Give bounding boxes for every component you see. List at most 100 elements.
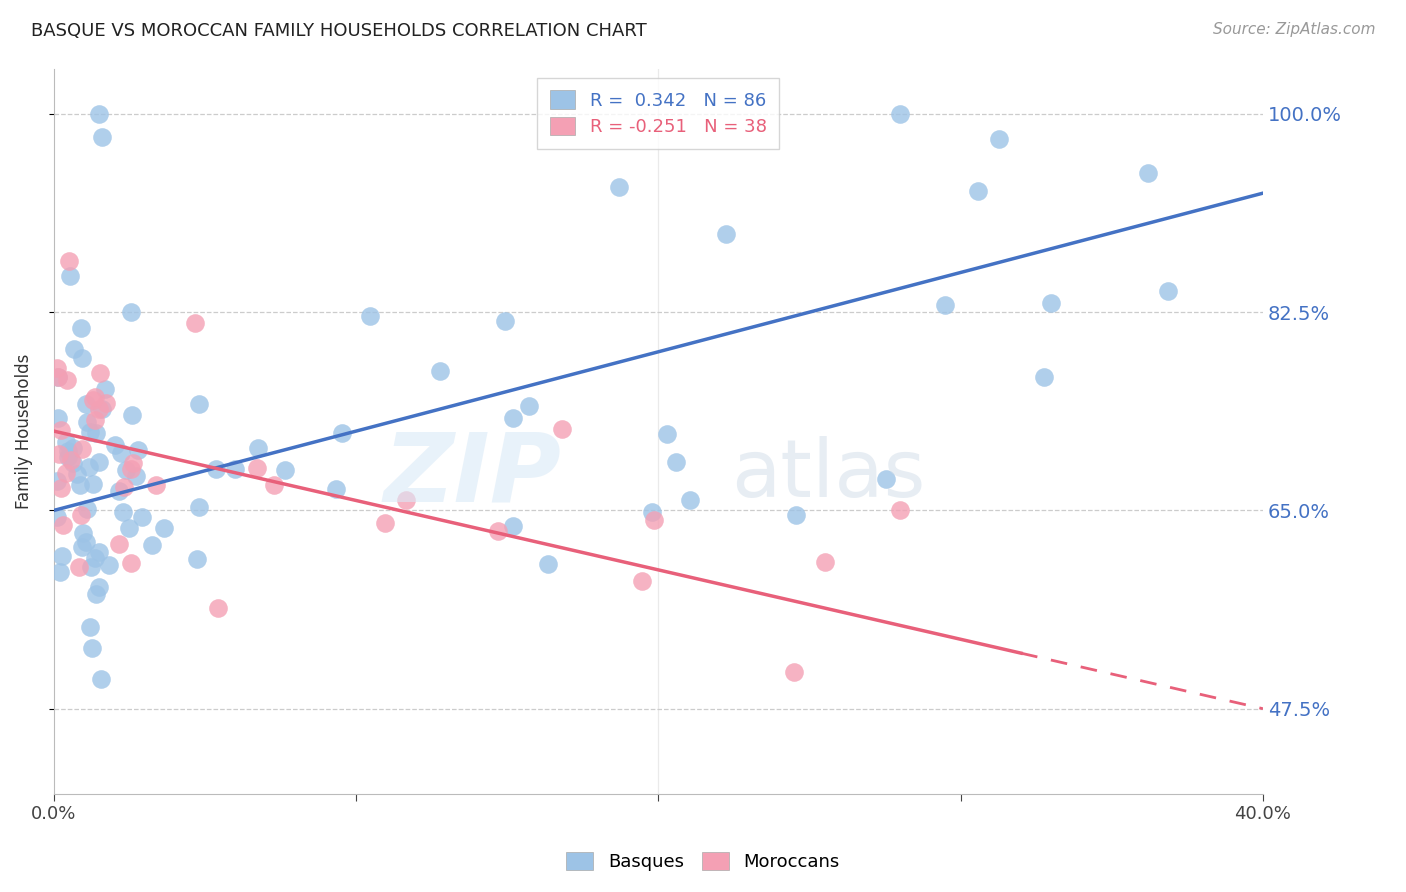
Point — [120, 462, 142, 476]
Point — [49, 481, 72, 495]
Point — [643, 513, 665, 527]
Point — [45, 361, 67, 376]
Point — [62, 456, 84, 470]
Point — [79, 425, 101, 439]
Point — [1040, 295, 1063, 310]
Text: Source: ZipAtlas.com: Source: ZipAtlas.com — [1212, 22, 1375, 37]
Point — [77, 460, 100, 475]
Point — [1033, 370, 1056, 384]
Legend: Basques, Moroccans: Basques, Moroccans — [560, 845, 846, 879]
Point — [111, 505, 134, 519]
Point — [91, 129, 114, 144]
Point — [76, 415, 98, 429]
Point — [517, 399, 540, 413]
Point — [153, 521, 176, 535]
Point — [82, 477, 104, 491]
Point — [110, 446, 132, 460]
Point — [124, 468, 146, 483]
Point — [273, 462, 295, 476]
Point — [641, 505, 664, 519]
Point — [330, 426, 353, 441]
Text: ZIP: ZIP — [384, 428, 561, 521]
Point — [62, 441, 84, 455]
Point — [89, 107, 111, 121]
Point — [55, 373, 77, 387]
Point — [46, 370, 69, 384]
Point — [112, 480, 135, 494]
Point — [70, 442, 93, 457]
Point — [48, 447, 70, 461]
Point — [665, 454, 688, 468]
Point — [494, 314, 516, 328]
Point — [188, 397, 211, 411]
Point — [83, 550, 105, 565]
Point — [486, 524, 509, 539]
Point — [55, 435, 77, 450]
Point — [934, 298, 956, 312]
Point — [889, 107, 911, 121]
Point — [115, 463, 138, 477]
Point — [120, 305, 142, 319]
Point — [551, 422, 574, 436]
Y-axis label: Family Households: Family Households — [15, 353, 32, 508]
Point — [814, 555, 837, 569]
Point — [70, 321, 93, 335]
Point — [96, 396, 118, 410]
Point — [79, 620, 101, 634]
Point — [127, 443, 149, 458]
Legend: R =  0.342   N = 86, R = -0.251   N = 38: R = 0.342 N = 86, R = -0.251 N = 38 — [537, 78, 779, 149]
Point — [117, 521, 139, 535]
Point — [429, 364, 451, 378]
Point — [607, 180, 630, 194]
Point — [94, 382, 117, 396]
Point — [988, 132, 1011, 146]
Point — [537, 557, 560, 571]
Point — [75, 534, 97, 549]
Point — [69, 478, 91, 492]
Point — [246, 441, 269, 455]
Point — [184, 316, 207, 330]
Point — [107, 484, 129, 499]
Point — [59, 268, 82, 283]
Point — [84, 413, 107, 427]
Point — [87, 455, 110, 469]
Point — [90, 673, 112, 687]
Point — [120, 557, 142, 571]
Point — [52, 517, 75, 532]
Point — [63, 342, 86, 356]
Point — [70, 540, 93, 554]
Point — [107, 537, 129, 551]
Point — [1136, 166, 1159, 180]
Point — [1156, 284, 1178, 298]
Point — [58, 443, 80, 458]
Point — [631, 574, 654, 588]
Point — [83, 390, 105, 404]
Point — [80, 640, 103, 655]
Point — [87, 580, 110, 594]
Point — [224, 461, 246, 475]
Point — [875, 472, 897, 486]
Point — [141, 538, 163, 552]
Point — [395, 492, 418, 507]
Point — [145, 477, 167, 491]
Point — [55, 466, 77, 480]
Point — [325, 482, 347, 496]
Point — [187, 500, 209, 515]
Point — [655, 426, 678, 441]
Point — [80, 559, 103, 574]
Point — [89, 366, 111, 380]
Point — [90, 402, 112, 417]
Point — [246, 460, 269, 475]
Point — [967, 184, 990, 198]
Point — [263, 478, 285, 492]
Point — [87, 545, 110, 559]
Point — [51, 549, 73, 564]
Point — [84, 425, 107, 440]
Point — [714, 227, 737, 241]
Point — [72, 526, 94, 541]
Text: atlas: atlas — [731, 435, 925, 514]
Point — [82, 392, 104, 407]
Point — [98, 558, 121, 572]
Point — [46, 370, 69, 384]
Point — [45, 510, 67, 524]
